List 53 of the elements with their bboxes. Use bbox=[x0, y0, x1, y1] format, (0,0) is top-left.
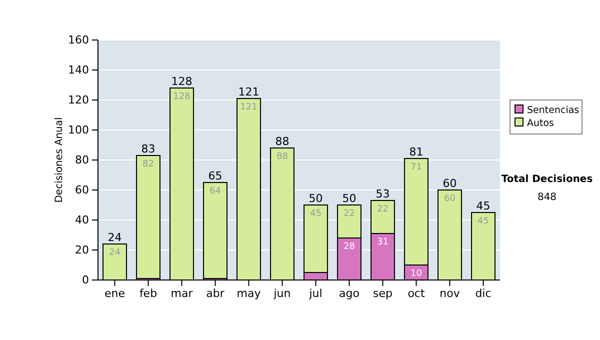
data-label: 121 bbox=[240, 102, 258, 112]
total-label: 121 bbox=[238, 86, 260, 98]
x-tick-label: may bbox=[236, 286, 262, 300]
data-label: 31 bbox=[377, 238, 388, 248]
y-axis-title: Decisiones Anual bbox=[54, 117, 65, 203]
x-tick-label: ago bbox=[339, 286, 360, 300]
total-label: 50 bbox=[342, 192, 356, 205]
total-label: 45 bbox=[476, 200, 490, 212]
y-tick-label: 20 bbox=[75, 244, 89, 257]
text: Total Decisiones bbox=[501, 174, 593, 185]
x-tick-label: jul bbox=[308, 286, 322, 300]
total-label: 50 bbox=[308, 192, 323, 205]
data-label: 88 bbox=[276, 152, 288, 162]
y-tick-label: 160 bbox=[68, 34, 89, 47]
total-label: 24 bbox=[108, 231, 122, 244]
text: 848 bbox=[537, 192, 557, 203]
y-tick-label: 0 bbox=[82, 274, 89, 287]
x-tick-label: abr bbox=[206, 286, 225, 300]
total-label: 53 bbox=[376, 188, 390, 200]
data-label: 22 bbox=[344, 209, 355, 219]
y-tick-label: 120 bbox=[68, 94, 89, 107]
data-label: 71 bbox=[410, 162, 422, 172]
legend-label: Autos bbox=[527, 118, 554, 129]
total-label: 81 bbox=[409, 146, 424, 158]
legend-label: Sentencias bbox=[527, 105, 580, 116]
x-tick-label: mar bbox=[170, 286, 194, 300]
data-label: 45 bbox=[310, 209, 322, 219]
total-label: 60 bbox=[442, 177, 457, 190]
y-tick-label: 100 bbox=[68, 124, 89, 137]
data-label: 128 bbox=[173, 92, 191, 102]
x-tick-label: nov bbox=[440, 286, 460, 300]
x-tick-label: jun bbox=[272, 286, 291, 300]
y-tick-label: 80 bbox=[75, 154, 89, 167]
x-tick-label: oct bbox=[408, 286, 426, 300]
total-label: 83 bbox=[141, 142, 156, 156]
data-label: 28 bbox=[344, 242, 356, 252]
data-label: 24 bbox=[109, 248, 121, 258]
y-tick-label: 60 bbox=[75, 184, 89, 197]
data-label: 22 bbox=[377, 204, 388, 214]
data-label: 64 bbox=[210, 186, 222, 196]
y-tick-label: 40 bbox=[75, 214, 89, 227]
x-tick-label: ene bbox=[104, 286, 126, 300]
total-label: 128 bbox=[171, 75, 192, 88]
x-tick-label: dic bbox=[475, 286, 492, 300]
data-label: 82 bbox=[142, 160, 154, 170]
x-tick-label: feb bbox=[139, 286, 158, 300]
data-label: 10 bbox=[410, 269, 422, 279]
total-label: 65 bbox=[208, 170, 222, 182]
y-tick-label: 140 bbox=[68, 64, 89, 77]
data-label: 60 bbox=[444, 194, 456, 204]
data-label: 45 bbox=[478, 216, 489, 226]
total-label: 88 bbox=[275, 135, 290, 148]
x-tick-label: sep bbox=[373, 286, 393, 300]
